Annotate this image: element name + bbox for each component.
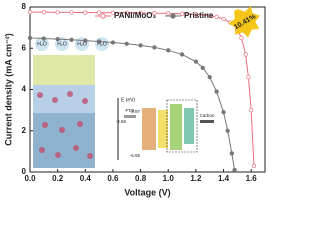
data-point <box>166 11 171 16</box>
molecule-label: H₂O <box>77 41 87 47</box>
data-point <box>110 40 116 45</box>
x-tick-label: 0.8 <box>135 174 147 183</box>
data-point <box>193 59 199 64</box>
data-point <box>249 107 254 113</box>
data-point <box>246 74 251 80</box>
level-label: -6.65 <box>130 153 141 158</box>
x-tick-label: 1.4 <box>218 174 230 183</box>
chart: 0.0 0.2 0.4 0.6 0.8 1.0 1.2 1.4 1.6 0 2 4 6 8 Voltage … <box>3 2 266 197</box>
data-point <box>200 65 205 70</box>
y-tick-label: 0 <box>22 167 27 176</box>
series-line <box>29 37 236 171</box>
data-point <box>193 12 199 17</box>
data-point <box>41 10 46 15</box>
structure-illustration <box>33 37 109 168</box>
badge: 10.41% <box>228 5 260 38</box>
data-point <box>207 74 212 80</box>
molecule-label: H₂O <box>97 41 107 47</box>
data-point <box>124 10 129 15</box>
data-point <box>214 14 219 20</box>
x-tick-label: 0.4 <box>80 174 92 183</box>
x-tick-label: 1.6 <box>246 174 258 183</box>
badge-star <box>228 5 260 38</box>
x-axis-label: Voltage (V) <box>124 187 170 197</box>
y-axis-label: Current density (mA cm⁻²) <box>3 33 13 145</box>
level-label: -4.56 <box>116 119 127 124</box>
data-point <box>152 45 157 50</box>
data-point <box>138 43 143 48</box>
data-point <box>221 110 226 115</box>
data-point <box>41 36 46 41</box>
y-tick-label: 8 <box>22 2 27 11</box>
x-tick-label: 0.6 <box>107 174 119 183</box>
data-point <box>243 52 248 57</box>
data-point <box>96 10 102 15</box>
data-point <box>110 10 116 15</box>
molecule-label: H₂O <box>37 41 47 47</box>
legend-marker <box>170 13 176 19</box>
data-point <box>229 151 234 156</box>
molecule-label: H₂O <box>57 41 67 47</box>
data-point <box>251 163 257 168</box>
data-point <box>179 11 185 16</box>
legend-label: Pristine <box>184 11 214 20</box>
x-tick-label: 1.2 <box>190 174 202 183</box>
inset-axis-label: E (eV) <box>121 97 136 103</box>
data-point <box>166 48 171 53</box>
data-point <box>207 13 212 18</box>
x-tick-label: 0.0 <box>24 174 36 183</box>
x-tick-label: 0.2 <box>52 174 64 183</box>
data-point <box>221 16 226 22</box>
data-point <box>27 10 33 15</box>
inset-electrode: FTO <box>126 108 135 113</box>
data-point <box>225 128 230 133</box>
energy-diagram <box>117 98 214 160</box>
data-point <box>124 41 129 46</box>
data-point <box>239 35 244 41</box>
y-tick-label: 4 <box>22 85 27 94</box>
data-point <box>55 10 60 15</box>
data-point <box>179 52 185 57</box>
inset-electrode: Carbon <box>200 113 215 118</box>
data-point <box>83 38 88 43</box>
legend-marker <box>100 13 106 19</box>
y-tick-label: 6 <box>22 43 27 52</box>
level-label: -3.97 <box>130 109 141 114</box>
legend-label: PANI/MoO₃ <box>114 11 157 20</box>
data-point <box>69 10 74 15</box>
data-point <box>69 37 74 42</box>
x-tick-label: 1.0 <box>163 174 175 183</box>
data-point <box>55 37 60 42</box>
data-point <box>138 10 143 16</box>
data-point <box>232 167 237 173</box>
data-point <box>27 35 33 41</box>
data-point <box>96 39 102 44</box>
data-point <box>152 11 157 16</box>
y-tick-label: 2 <box>22 126 27 135</box>
data-point <box>83 10 88 15</box>
data-point <box>214 89 219 94</box>
